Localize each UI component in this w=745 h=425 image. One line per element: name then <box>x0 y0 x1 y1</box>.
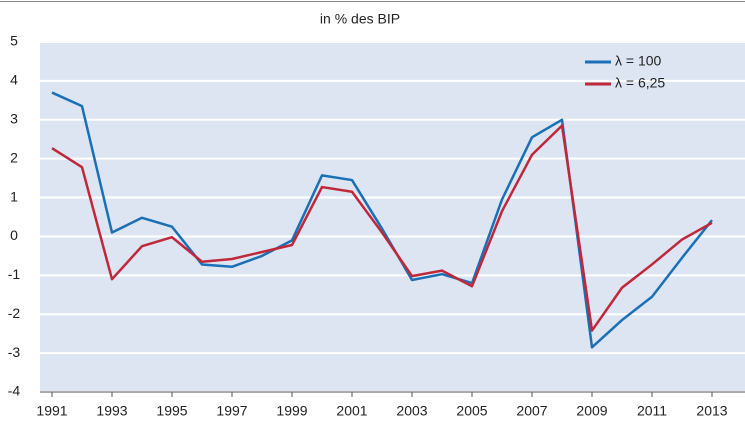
x-tick-label: 1993 <box>96 403 127 419</box>
x-tick-label: 2011 <box>637 403 667 419</box>
y-tick-label: 4 <box>10 72 18 88</box>
x-tick-label: 2003 <box>396 403 427 419</box>
x-tick-label: 1999 <box>276 403 307 419</box>
y-tick-label: 2 <box>10 149 18 165</box>
y-tick-label: -4 <box>8 383 21 399</box>
series-line <box>51 124 713 332</box>
legend-label: λ = 100 <box>615 53 662 69</box>
y-tick-label: 1 <box>10 188 18 204</box>
x-tick-label: 1991 <box>36 403 67 419</box>
y-tick-label: -1 <box>8 266 21 282</box>
x-tick-label: 2001 <box>336 403 367 419</box>
x-tick-label: 2005 <box>456 403 487 419</box>
legend-label: λ = 6,25 <box>615 75 665 91</box>
plot-area <box>40 42 745 392</box>
y-tick-label: -2 <box>8 305 21 321</box>
y-tick-label: -3 <box>8 344 21 360</box>
x-tick-label: 1997 <box>216 403 247 419</box>
y-tick-label: 0 <box>10 227 18 243</box>
x-tick-label: 2009 <box>576 403 607 419</box>
x-tick-label: 1995 <box>156 403 187 419</box>
x-tick-label: 2007 <box>516 403 547 419</box>
x-tick-label: 2013 <box>696 403 727 419</box>
series-line <box>51 91 713 349</box>
chart-title: in % des BIP <box>320 11 400 27</box>
y-tick-label: 5 <box>10 33 18 49</box>
y-tick-label: 3 <box>10 110 18 126</box>
